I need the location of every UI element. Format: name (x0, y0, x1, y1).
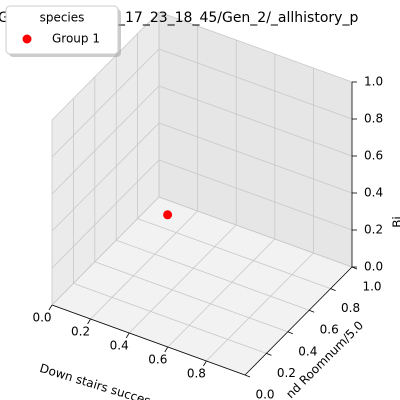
x-tick-label: 0.2 (71, 325, 90, 339)
tick-mark (203, 360, 207, 367)
grid-line (51, 159, 160, 269)
grid-line (94, 261, 288, 333)
grid-line (158, 196, 353, 268)
grid-line (128, 224, 237, 334)
grid-line (51, 85, 160, 195)
x-tick-label: 0.0 (32, 311, 51, 325)
z-tick-label: 1.0 (364, 75, 383, 89)
x-tick-label: 0.4 (110, 339, 129, 353)
grid-line (51, 196, 160, 306)
grid-line (116, 239, 310, 311)
z-tick-label: 0.2 (364, 223, 383, 237)
chart-title: G (0, 10, 9, 26)
grid-line (158, 48, 353, 120)
y-tick-label: 0.6 (320, 323, 339, 337)
point (163, 210, 173, 220)
y-tick-label: 0.8 (341, 301, 360, 315)
grid-line (90, 210, 198, 320)
grid-line (51, 11, 160, 121)
y-axis-line (244, 266, 353, 376)
chart-title: _17_23_18_45/Gen_2/_allhistory_p (117, 10, 358, 26)
tick-mark (330, 288, 336, 291)
left-pane (52, 12, 159, 305)
grid-line (158, 159, 353, 231)
grid-line (206, 252, 314, 362)
tick-mark (48, 304, 53, 311)
grid-line (73, 283, 267, 354)
tick-mark (266, 353, 272, 356)
z-tick-label: 0.6 (364, 149, 383, 163)
floor-pane (52, 197, 352, 375)
grid-line (51, 122, 160, 232)
z-tick-label: 0.0 (364, 260, 383, 274)
x-axis-line (51, 304, 246, 376)
tick-mark (87, 318, 91, 325)
y-tick-label: 0.0 (255, 388, 274, 400)
legend-box (5, 5, 119, 55)
x-tick-label: 0.8 (187, 367, 206, 381)
y-tick-label: 1.0 (362, 280, 381, 294)
z-axis-label: Bi (391, 216, 400, 228)
tick-mark (309, 309, 315, 313)
z-tick-label: 0.4 (364, 186, 383, 200)
tick-mark (287, 331, 293, 335)
tick-mark (164, 346, 169, 353)
x-axis-label: Down stairs succes (38, 361, 152, 400)
grid-line (51, 48, 160, 158)
grid-line (158, 85, 353, 157)
y-tick-label: 0.2 (277, 366, 296, 380)
y-tick-label: 0.4 (298, 344, 317, 358)
back-pane (159, 12, 352, 267)
legend-title: species (40, 11, 85, 25)
legend-marker (22, 34, 32, 44)
z-tick-label: 0.8 (364, 112, 383, 126)
grid-line (158, 11, 353, 83)
grid-line (158, 122, 353, 194)
grid-line (167, 238, 276, 348)
x-tick-label: 0.6 (148, 353, 167, 367)
grid-line (137, 218, 331, 289)
tick-mark (244, 374, 251, 378)
tick-mark (125, 332, 130, 339)
legend-label: Group 1 (52, 32, 100, 46)
